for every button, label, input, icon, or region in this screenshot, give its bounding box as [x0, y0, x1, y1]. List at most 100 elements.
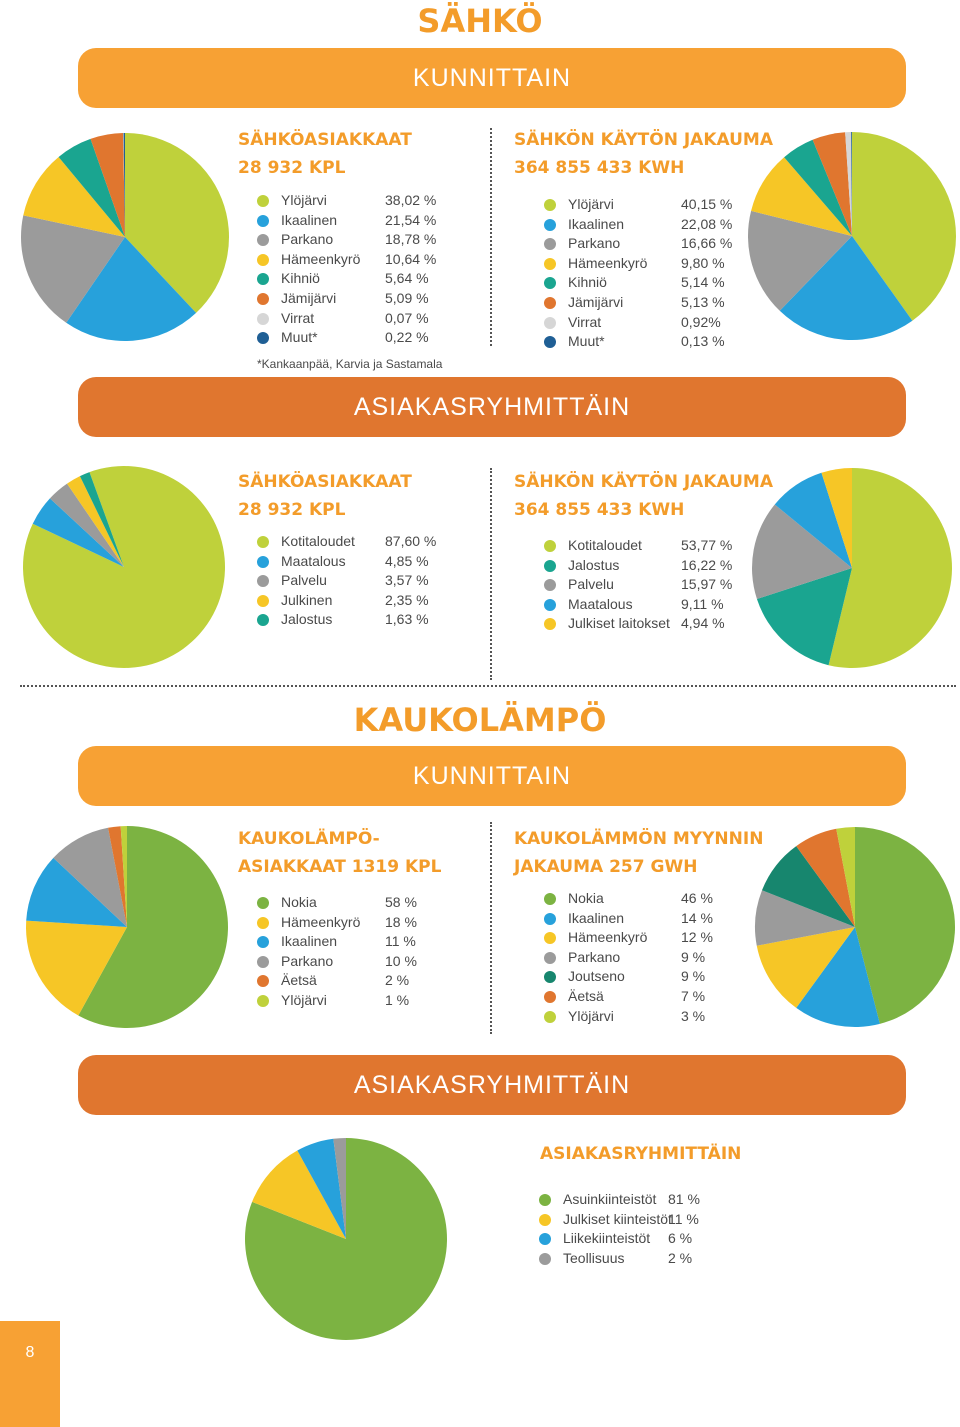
legend-label: Kihniö: [568, 274, 607, 291]
pie-slice: [796, 828, 855, 927]
chart-heading: SÄHKÖASIAKKAAT 28 932 KPL: [238, 126, 412, 182]
legend-swatch: [544, 540, 556, 552]
pie-slice: [120, 826, 127, 927]
pie-slice: [779, 236, 913, 340]
legend-value: 1 %: [385, 991, 410, 1008]
pie-chart: [748, 132, 957, 340]
pie-slice: [796, 927, 880, 1027]
legend-swatch: [257, 195, 269, 207]
pie-slice: [21, 215, 125, 323]
pie-slice: [774, 472, 852, 568]
banner-asiakasryhmittain: ASIAKASRYHMITTÄIN: [78, 377, 906, 437]
chart-heading-line1: SÄHKÖASIAKKAAT: [238, 130, 412, 150]
chart-heading-line1: SÄHKÖN KÄYTÖN JAKAUMA: [514, 472, 774, 492]
legend-swatch: [544, 893, 556, 905]
legend-swatch: [257, 594, 269, 607]
pie-slice: [123, 133, 125, 237]
pie-chart: [245, 1138, 447, 1340]
pie-slice: [333, 1138, 346, 1239]
pie-slice: [78, 826, 228, 1028]
legend-label: Kihniö: [281, 270, 320, 287]
legend-label: Ylöjärvi: [281, 991, 327, 1008]
legend-value: 5,13 %: [681, 293, 725, 310]
legend-swatch: [257, 614, 269, 627]
legend-swatch: [257, 916, 269, 929]
legend-label: Julkiset kiinteistöt: [563, 1210, 672, 1227]
legend-value: 12 %: [681, 929, 713, 946]
legend-label: Muut*: [281, 329, 318, 346]
legend-swatch: [257, 214, 269, 227]
pie-slice: [756, 927, 855, 1008]
legend-value: 87,60 %: [385, 533, 437, 549]
legend-swatch: [544, 218, 556, 231]
pie-slice: [123, 133, 125, 237]
pie-chart: [21, 133, 229, 341]
legend-value: 46 %: [681, 890, 713, 906]
legend-swatch: [544, 257, 556, 270]
legend-swatch: [257, 312, 269, 325]
legend-value: 9,80 %: [681, 254, 725, 271]
banner-asiakasryhmittain: ASIAKASRYHMITTÄIN: [78, 1055, 906, 1115]
legend-swatch: [544, 951, 556, 964]
pie-slice: [751, 157, 852, 236]
legend-label: Äetsä: [568, 987, 604, 1004]
pie-slice: [90, 133, 125, 237]
pie-chart: [755, 827, 956, 1027]
legend-value: 0,13 %: [681, 333, 725, 350]
pie-slice: [49, 483, 124, 567]
legend-label: Ylöjärvi: [568, 1007, 614, 1024]
legend-label: Jämijärvi: [281, 289, 337, 306]
legend-value: 10,64 %: [385, 250, 437, 267]
pie-slice: [836, 827, 855, 927]
legend-label: Liikekiinteistöt: [563, 1230, 651, 1247]
chart-heading-line2: JAKAUMA 257 GWH: [514, 857, 698, 877]
pie-chart: [22, 466, 225, 669]
pie-slice: [26, 857, 127, 927]
legend-swatch: [257, 536, 269, 548]
legend-label: Maatalous: [568, 595, 633, 612]
pie-slice: [252, 1150, 346, 1239]
pie-slice: [67, 476, 124, 567]
pie-slice: [108, 826, 127, 927]
legend-label: Hämeenkyrö: [281, 913, 361, 930]
legend-value: 3 %: [681, 1007, 706, 1024]
chart-heading-line2: 364 855 433 KWH: [514, 500, 685, 520]
legend-swatch: [544, 296, 556, 309]
legend-label: Ikaalinen: [568, 215, 625, 232]
legend-swatch: [544, 912, 556, 925]
legend-value: 0,92%: [681, 313, 721, 330]
legend-value: 18,78 %: [385, 231, 437, 248]
legend-label: Parkano: [568, 948, 621, 965]
legend-value: 81 %: [668, 1191, 700, 1207]
legend-swatch: [544, 990, 556, 1003]
legend-label: Kotitaloudet: [281, 533, 355, 549]
legend-label: Palvelu: [568, 576, 614, 593]
pie-slice: [855, 827, 956, 1024]
legend-value: 58 %: [385, 894, 417, 910]
legend-value: 6 %: [668, 1230, 693, 1247]
pie-slice: [23, 156, 125, 237]
legend-swatch: [257, 234, 269, 247]
legend-value: 5,09 %: [385, 289, 429, 306]
pie-slice: [828, 468, 952, 668]
legend-value: 15,97 %: [681, 576, 733, 593]
legend-swatch: [544, 598, 556, 611]
chart-heading-line1: SÄHKÖN KÄYTÖN JAKAUMA: [514, 130, 774, 150]
pie-slice: [125, 133, 229, 313]
legend-value: 5,64 %: [385, 270, 429, 287]
legend-value: 0,07 %: [385, 309, 429, 326]
legend-swatch: [539, 1194, 551, 1206]
chart-heading-line2: 364 855 433 KWH: [514, 158, 685, 178]
legend-swatch: [257, 555, 269, 568]
pie-slice: [845, 132, 852, 236]
legend-label: Teollisuus: [563, 1249, 625, 1266]
legend-label: Jalostus: [281, 611, 333, 628]
legend-label: Joutseno: [568, 968, 625, 985]
legend-value: 5,14 %: [681, 274, 725, 291]
legend-label: Hämeenkyrö: [568, 254, 648, 271]
legend-label: Muut*: [568, 333, 605, 350]
chart-heading-line2: 28 932 KPL: [238, 158, 346, 178]
pie-slice: [32, 498, 125, 567]
pie-slice: [755, 890, 855, 946]
legend-swatch: [257, 994, 269, 1007]
